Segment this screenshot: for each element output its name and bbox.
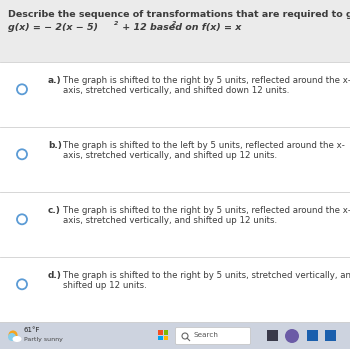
Text: axis, stretched vertically, and shifted down 12 units.: axis, stretched vertically, and shifted …	[63, 86, 289, 95]
Circle shape	[285, 329, 299, 343]
Bar	[163, 335, 168, 340]
Bar	[0, 0, 350, 62]
Bar	[0, 127, 350, 192]
Text: The graph is shifted to the right by 5 units, stretched vertically, and: The graph is shifted to the right by 5 u…	[63, 271, 350, 280]
Ellipse shape	[13, 336, 21, 342]
Bar	[0, 62, 350, 127]
Text: 2: 2	[114, 21, 118, 26]
Text: g(x) = − 2(x − 5): g(x) = − 2(x − 5)	[8, 23, 98, 32]
Text: Describe the sequence of transformations that are required to graph: Describe the sequence of transformations…	[8, 10, 350, 19]
Text: Partly sunny: Partly sunny	[24, 337, 63, 342]
Text: b.): b.)	[48, 141, 62, 150]
Text: 2: 2	[172, 21, 176, 26]
Text: axis, stretched vertically, and shifted up 12 units.: axis, stretched vertically, and shifted …	[63, 151, 277, 160]
Text: The graph is shifted to the right by 5 units, reflected around the x-: The graph is shifted to the right by 5 u…	[63, 76, 350, 85]
Bar	[325, 330, 336, 341]
Text: d.): d.)	[48, 271, 62, 280]
Text: axis, stretched vertically, and shifted up 12 units.: axis, stretched vertically, and shifted …	[63, 216, 277, 225]
Text: 61°F: 61°F	[24, 327, 41, 333]
Bar	[163, 330, 168, 334]
Text: The graph is shifted to the right by 5 units, reflected around the x-: The graph is shifted to the right by 5 u…	[63, 206, 350, 215]
Text: a.): a.)	[48, 76, 62, 85]
Bar	[158, 330, 162, 334]
FancyBboxPatch shape	[175, 327, 251, 344]
Circle shape	[8, 333, 16, 341]
Bar	[158, 335, 162, 340]
Text: .: .	[176, 23, 180, 32]
Bar	[0, 322, 350, 349]
Text: The graph is shifted to the left by 5 units, reflected around the x-: The graph is shifted to the left by 5 un…	[63, 141, 345, 150]
Bar	[267, 330, 278, 341]
Circle shape	[8, 331, 18, 340]
Bar	[0, 192, 350, 257]
Text: + 12 based on f(x) = x: + 12 based on f(x) = x	[119, 23, 242, 32]
Text: shifted up 12 units.: shifted up 12 units.	[63, 281, 147, 290]
Text: Search: Search	[193, 332, 218, 338]
Bar	[307, 330, 318, 341]
Text: c.): c.)	[48, 206, 61, 215]
Bar	[0, 257, 350, 322]
